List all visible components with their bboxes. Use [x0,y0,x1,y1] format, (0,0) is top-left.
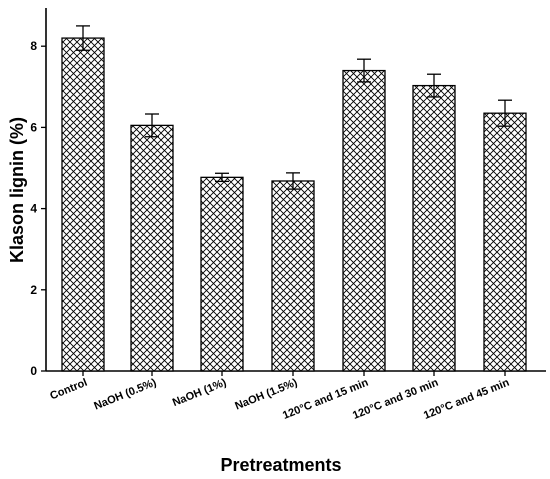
bar [483,112,527,372]
y-tick-label: 0 [30,364,37,378]
bar [61,37,105,372]
x-tick-label: NaOH (1%) [171,377,229,410]
error-bars [76,25,512,190]
x-tick-label: Control [48,377,89,403]
y-tick-label: 8 [30,39,37,53]
error-bar [215,172,229,183]
y-axis-title: Klason lignin (%) [7,117,27,263]
bar [130,124,174,372]
error-bar [357,58,371,83]
bar [200,176,244,372]
y-tick-label: 4 [30,202,37,216]
bar [412,84,456,372]
y-tick-label: 6 [30,120,37,134]
y-axis-ticks: 0 2 4 6 8 [30,39,46,378]
y-tick-label: 2 [30,283,37,297]
error-bar [427,73,441,98]
bars [61,37,527,372]
error-bar [498,99,512,127]
x-axis-ticks: Control NaOH (0.5%) NaOH (1%) NaOH (1.5%)12… [48,371,511,422]
error-bar [76,25,90,51]
x-axis-title: Pretreatments [220,455,341,475]
bar [271,180,315,372]
bar [342,69,386,372]
error-bar [145,113,159,138]
error-bar [286,172,300,190]
x-tick-label: NaOH (0.5%) [92,377,158,413]
